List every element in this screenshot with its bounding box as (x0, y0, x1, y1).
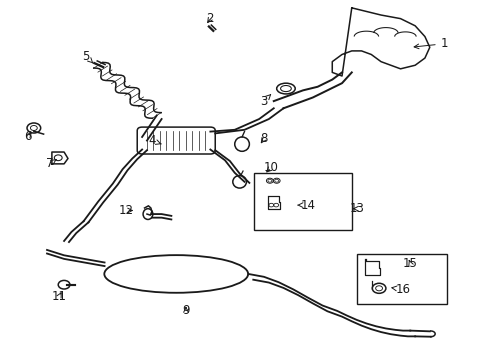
Text: 5: 5 (82, 50, 93, 63)
Text: 14: 14 (297, 199, 315, 212)
Text: 1: 1 (413, 37, 447, 50)
Text: 15: 15 (402, 257, 417, 270)
Text: 16: 16 (391, 283, 409, 296)
Bar (356, 253, 446, 304)
Text: 12: 12 (119, 204, 134, 217)
Text: 7: 7 (45, 157, 56, 170)
Text: 10: 10 (264, 161, 278, 174)
Text: 9: 9 (182, 305, 189, 318)
Text: 8: 8 (260, 132, 267, 145)
Text: 6: 6 (24, 130, 31, 144)
Text: 4: 4 (148, 134, 161, 147)
Bar (254, 173, 351, 230)
Text: 13: 13 (348, 202, 364, 215)
Text: 11: 11 (52, 290, 66, 303)
Text: 2: 2 (206, 12, 214, 25)
Text: 3: 3 (260, 95, 270, 108)
